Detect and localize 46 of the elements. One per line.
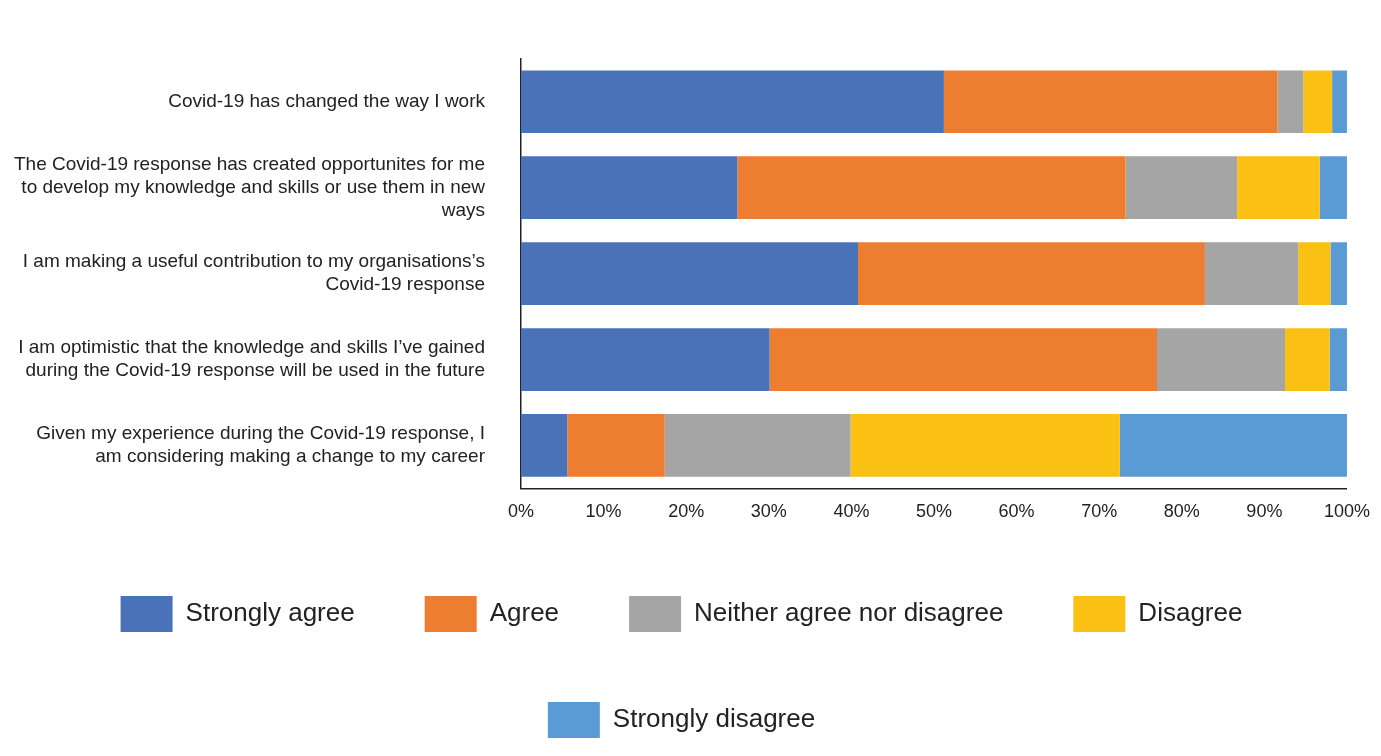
y-tick-label: The Covid-19 response has created opportunites for me to develop my knowledge and skills or use them in new ways bbox=[13, 153, 486, 220]
bar bbox=[850, 414, 1120, 477]
bar bbox=[521, 156, 738, 220]
legend-label: Agree bbox=[489, 597, 560, 628]
bar bbox=[1125, 156, 1238, 220]
x-tick-label: 90% bbox=[1246, 501, 1283, 522]
bar bbox=[521, 242, 858, 305]
bar bbox=[521, 70, 944, 134]
bar bbox=[858, 242, 1205, 305]
x-tick-label: 60% bbox=[998, 501, 1035, 522]
bar bbox=[521, 414, 568, 477]
y-tick-label: I am making a useful contribution to my organisations’s Covid-19 response bbox=[22, 250, 485, 295]
bar bbox=[1237, 156, 1320, 220]
bar bbox=[1277, 70, 1304, 134]
x-tick-label: 100% bbox=[1323, 501, 1370, 522]
bar bbox=[769, 328, 1158, 391]
bar bbox=[943, 70, 1278, 134]
bar bbox=[1319, 156, 1347, 220]
bar bbox=[737, 156, 1126, 220]
bar bbox=[1332, 70, 1347, 134]
legend-label: Disagree bbox=[1138, 597, 1243, 628]
x-tick-label: 0% bbox=[507, 501, 535, 522]
bar bbox=[1329, 328, 1347, 391]
bar bbox=[1330, 242, 1347, 305]
bar bbox=[567, 414, 665, 477]
bar bbox=[1285, 328, 1330, 391]
x-tick-label: 80% bbox=[1163, 501, 1200, 522]
x-tick-label: 50% bbox=[915, 501, 953, 522]
legend-label: Strongly agree bbox=[185, 597, 355, 628]
legend-label: Strongly disagree bbox=[612, 703, 816, 734]
bar bbox=[1157, 328, 1286, 391]
y-tick-label: Covid-19 has changed the way I work bbox=[168, 89, 486, 111]
y-tick-label: I am optimistic that the knowledge and skills I’ve gained during the Covid-19 response will be used in the future bbox=[18, 336, 485, 381]
x-tick-label: 40% bbox=[833, 501, 870, 522]
bar bbox=[521, 328, 770, 391]
x-tick-label: 70% bbox=[1081, 501, 1118, 522]
bar bbox=[664, 414, 851, 477]
y-tick-label: Given my experience during the Covid-19 response, I am considering making a change to my career bbox=[36, 422, 486, 467]
bar bbox=[1298, 242, 1331, 305]
legend-label: Neither agree nor disagree bbox=[694, 597, 1004, 628]
bar bbox=[1204, 242, 1299, 305]
x-tick-label: 10% bbox=[585, 501, 622, 522]
bar bbox=[1119, 414, 1347, 477]
bar bbox=[1303, 70, 1333, 134]
x-tick-label: 20% bbox=[668, 501, 705, 522]
x-tick-label: 30% bbox=[750, 501, 787, 522]
